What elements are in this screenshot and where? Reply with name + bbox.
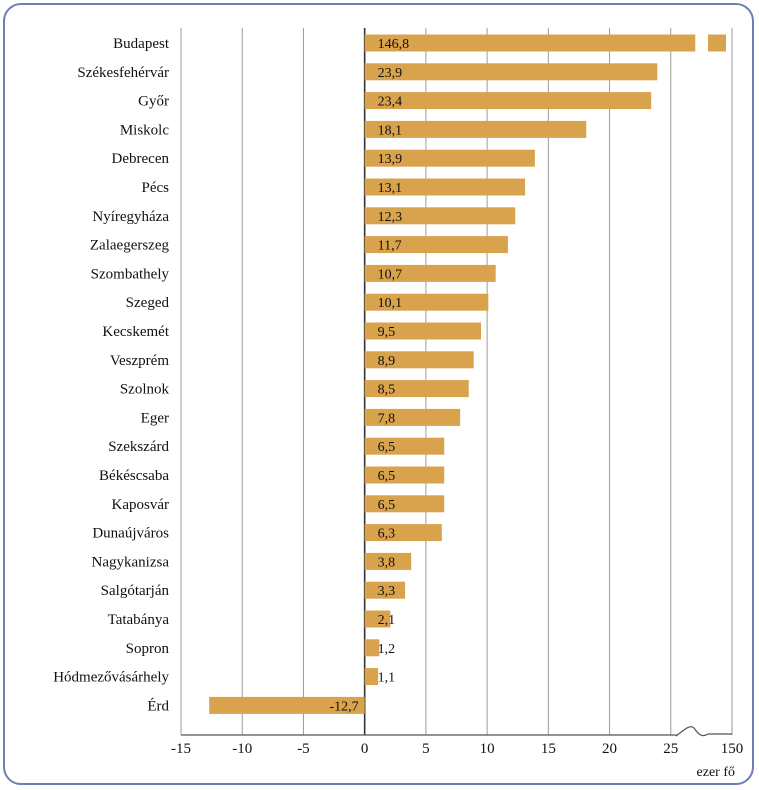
x-axis: -15 -10 -5 0 5 10 15 20 25 150 ezer fő bbox=[171, 726, 744, 780]
category-label: Győr bbox=[138, 94, 169, 110]
category-label: Veszprém bbox=[110, 353, 169, 369]
x-tick-label: -5 bbox=[297, 741, 310, 757]
bar bbox=[364, 34, 696, 52]
category-label: Nyíregyháza bbox=[92, 209, 169, 225]
x-tick-label: -10 bbox=[232, 741, 252, 757]
value-label: 3,8 bbox=[378, 555, 396, 570]
x-tick-label: -15 bbox=[171, 741, 191, 757]
bar bbox=[364, 236, 508, 254]
category-label: Budapest bbox=[113, 36, 170, 52]
bar bbox=[364, 351, 474, 369]
bar bbox=[209, 696, 365, 714]
value-label: 23,4 bbox=[378, 95, 403, 110]
x-unit-label: ezer fő bbox=[697, 765, 735, 780]
bar bbox=[364, 581, 406, 599]
value-label: 11,7 bbox=[378, 239, 402, 254]
value-label: 6,3 bbox=[378, 527, 396, 542]
value-label: 23,9 bbox=[378, 66, 403, 81]
value-label: 18,1 bbox=[378, 123, 403, 138]
value-label: 146,8 bbox=[378, 37, 410, 52]
bar bbox=[364, 63, 658, 81]
bar bbox=[364, 322, 481, 340]
value-label: 1,2 bbox=[378, 642, 396, 657]
x-tick-label: 5 bbox=[422, 741, 430, 757]
bar bbox=[364, 178, 526, 196]
value-label: 8,5 bbox=[378, 383, 396, 398]
x-tick-label: 150 bbox=[721, 741, 744, 757]
axis-break-mark bbox=[675, 726, 732, 737]
value-label: 10,7 bbox=[378, 267, 403, 282]
category-label: Sopron bbox=[126, 641, 170, 657]
value-label: 7,8 bbox=[378, 411, 396, 426]
bar bbox=[364, 408, 461, 426]
value-label: 9,5 bbox=[378, 325, 396, 340]
category-label: Hódmezővásárhely bbox=[53, 670, 169, 686]
category-label: Székesfehérvár bbox=[77, 65, 169, 81]
category-label: Eger bbox=[141, 410, 169, 426]
value-label: 10,1 bbox=[378, 296, 403, 311]
category-label: Szolnok bbox=[120, 382, 170, 398]
value-label: 6,5 bbox=[378, 440, 396, 455]
bar bbox=[364, 149, 535, 167]
x-tick-label: 10 bbox=[480, 741, 495, 757]
category-label: Tatabánya bbox=[108, 612, 170, 628]
category-label: Salgótarján bbox=[101, 583, 170, 599]
bar bbox=[364, 639, 380, 657]
value-label: 8,9 bbox=[378, 354, 396, 369]
value-label: 2,1 bbox=[378, 613, 396, 628]
bar bbox=[364, 524, 442, 542]
category-label: Miskolc bbox=[120, 122, 170, 138]
value-label: 13,1 bbox=[378, 181, 403, 196]
category-label: Nagykanizsa bbox=[92, 554, 170, 570]
category-label: Szekszárd bbox=[108, 439, 169, 455]
value-label: 12,3 bbox=[378, 210, 403, 225]
category-label: Szombathely bbox=[91, 266, 170, 282]
value-label: 13,9 bbox=[378, 152, 403, 167]
category-label: Kecskemét bbox=[102, 324, 169, 340]
value-label: 3,3 bbox=[378, 584, 396, 599]
x-tick-label: 0 bbox=[361, 741, 369, 757]
category-label: Érd bbox=[147, 697, 169, 714]
x-tick-label: 25 bbox=[663, 741, 678, 757]
bars bbox=[209, 34, 726, 714]
grid-lines bbox=[180, 28, 733, 735]
bar bbox=[364, 264, 496, 282]
category-label: Dunaújváros bbox=[92, 526, 169, 542]
category-label: Pécs bbox=[142, 180, 170, 196]
x-tick-label: 15 bbox=[541, 741, 556, 757]
bar bbox=[364, 466, 445, 484]
bar bbox=[364, 120, 587, 138]
category-label: Kaposvár bbox=[112, 497, 169, 513]
labels: Budapest 146,8 Székesfehérvár 23,9 Győr 23,4 M… bbox=[53, 36, 409, 714]
bar bbox=[364, 207, 516, 225]
bar bbox=[364, 610, 391, 628]
value-label: -12,7 bbox=[329, 699, 358, 714]
category-label: Zalaegerszeg bbox=[90, 238, 170, 254]
bar bbox=[364, 552, 412, 570]
value-label: 1,1 bbox=[378, 671, 396, 686]
category-label: Debrecen bbox=[112, 151, 170, 167]
category-label: Békéscsaba bbox=[99, 468, 169, 484]
value-label: 6,5 bbox=[378, 498, 396, 513]
bar bbox=[364, 380, 469, 398]
bar bbox=[364, 437, 445, 455]
value-label: 6,5 bbox=[378, 469, 396, 484]
x-tick-label: 20 bbox=[602, 741, 617, 757]
bar bbox=[364, 92, 652, 110]
bar-break-segment bbox=[708, 34, 726, 52]
bar bbox=[364, 293, 489, 311]
bar bbox=[364, 668, 379, 686]
category-label: Szeged bbox=[126, 295, 170, 311]
bar bbox=[364, 495, 445, 513]
